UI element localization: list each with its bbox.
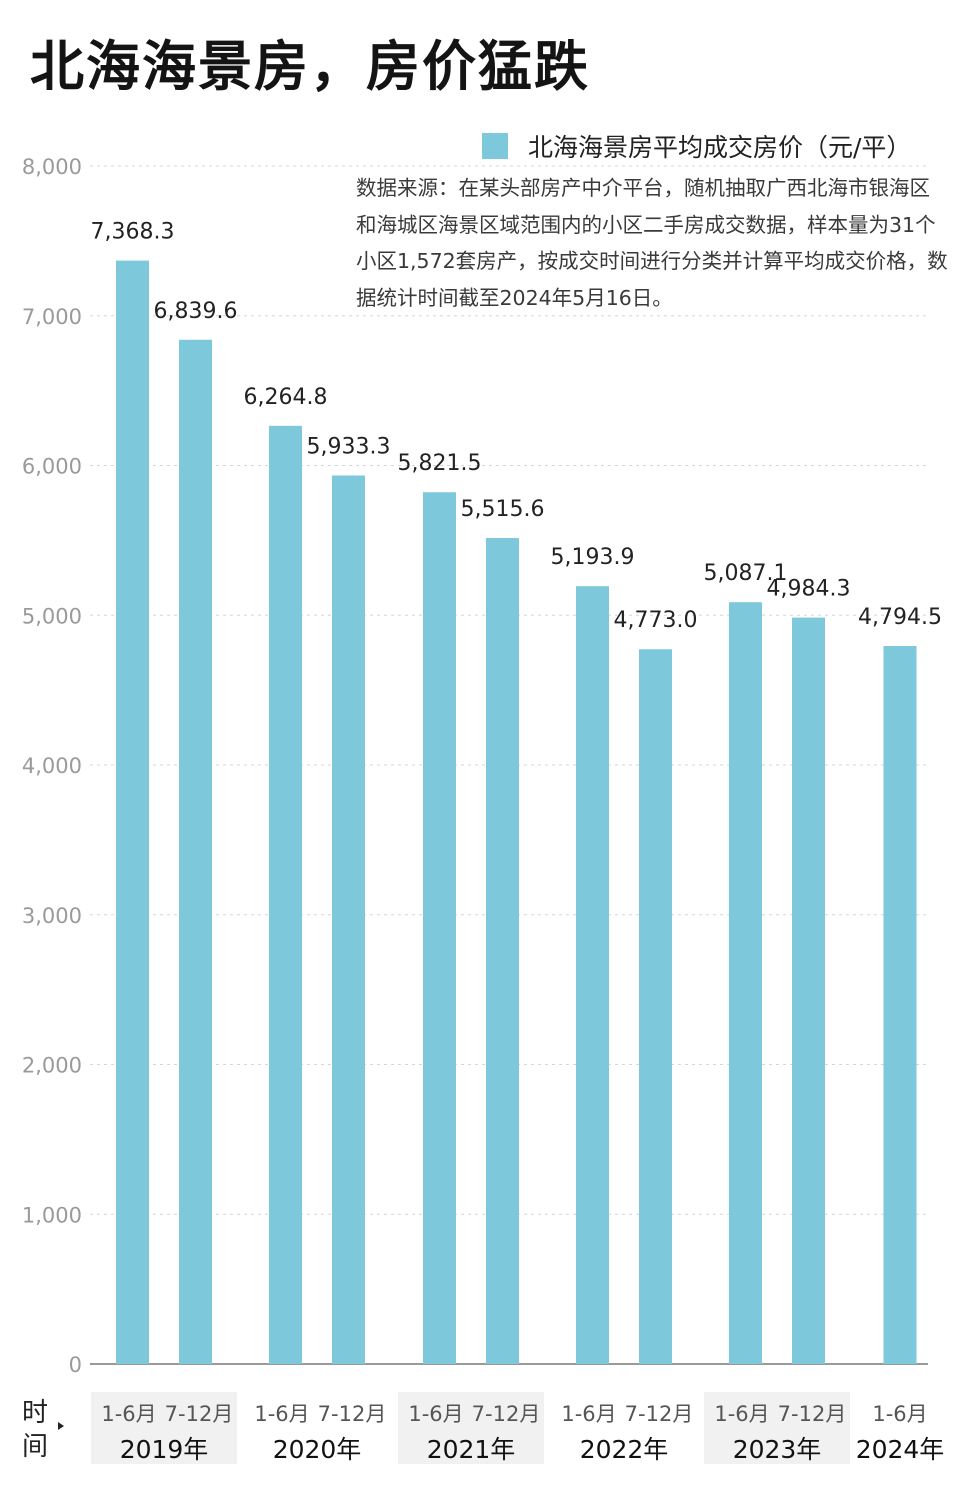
bar [423, 492, 456, 1365]
bar-value-label: 6,839.6 [154, 299, 238, 324]
bar [792, 617, 825, 1364]
x-tick-month-label: 7-12月 [164, 1402, 234, 1426]
bar [883, 646, 917, 1364]
x-tick-month-label: 1-6月 [101, 1402, 157, 1426]
y-tick-label: 1,000 [22, 1203, 82, 1227]
y-tick-label: 3,000 [22, 904, 82, 928]
x-tick-month-label: 7-12月 [471, 1402, 541, 1426]
legend: 北海海景房平均成交房价（元/平） [482, 128, 911, 164]
x-tick-month-label: 1-6月 [561, 1402, 617, 1426]
x-tick-month-label: 1-6月 [408, 1402, 464, 1426]
year-band [704, 1392, 850, 1464]
x-tick-year-label: 2019年 [119, 1435, 209, 1464]
chart-title: 北海海景房，房价猛跌 [30, 35, 590, 98]
bar-value-label: 7,368.3 [91, 220, 175, 245]
bar-value-label: 5,821.5 [398, 451, 482, 476]
x-tick-month-label: 7-12月 [624, 1402, 694, 1426]
legend-swatch [482, 133, 508, 159]
y-tick-label: 4,000 [22, 754, 82, 778]
x-tick-month-label: 7-12月 [777, 1402, 847, 1426]
y-tick-label: 7,000 [22, 305, 82, 329]
x-tick-year-label: 2020年 [272, 1435, 362, 1464]
bar-value-label: 4,984.3 [767, 577, 851, 602]
x-axis-arrow-icon [58, 1422, 64, 1430]
bar [269, 425, 302, 1364]
bar-value-label: 5,515.6 [461, 497, 545, 522]
x-tick-year-label: 2022年 [579, 1435, 669, 1464]
legend-label: 北海海景房平均成交房价（元/平） [528, 133, 912, 162]
bar-value-label: 5,087.1 [704, 561, 788, 586]
year-band [91, 1392, 237, 1464]
bar [116, 260, 149, 1365]
bar-value-label: 6,264.8 [244, 385, 328, 410]
bar-value-label: 4,773.0 [614, 608, 698, 633]
y-tick-label: 2,000 [22, 1054, 82, 1078]
bar [179, 339, 212, 1364]
x-tick-month-label: 7-12月 [317, 1402, 387, 1426]
x-axis-title: 时间 [22, 1398, 49, 1462]
x-tick-year-label: 2021年 [426, 1435, 516, 1464]
bar [639, 649, 672, 1364]
bar [729, 602, 762, 1364]
bar-value-label: 5,933.3 [307, 434, 391, 459]
y-tick-label: 6,000 [22, 455, 82, 479]
bar [332, 475, 365, 1365]
bar [576, 586, 609, 1364]
x-tick-month-label: 1-6月 [254, 1402, 310, 1426]
y-tick-label: 8,000 [22, 155, 82, 179]
y-tick-label: 5,000 [22, 604, 82, 628]
bar-chart: 0 1,000 2,000 3,000 4,000 5,000 6,000 7,000 8,00… [22, 155, 942, 1377]
bar-value-label: 4,794.5 [858, 605, 942, 630]
x-tick-month-label: 1-6月 [714, 1402, 770, 1426]
bar [486, 538, 519, 1364]
x-tick-month-label: 1-6月 [872, 1402, 928, 1426]
year-band [398, 1392, 544, 1464]
source-note: 数据来源：在某头部房产中介平台，随机抽取广西北海市银海区和海城区海景区域范围内的… [356, 176, 948, 310]
bar-value-label: 5,193.9 [551, 545, 635, 570]
x-tick-year-label: 2023年 [732, 1435, 822, 1464]
x-tick-year-label: 2024年 [855, 1435, 945, 1464]
y-tick-label: 0 [69, 1353, 82, 1377]
